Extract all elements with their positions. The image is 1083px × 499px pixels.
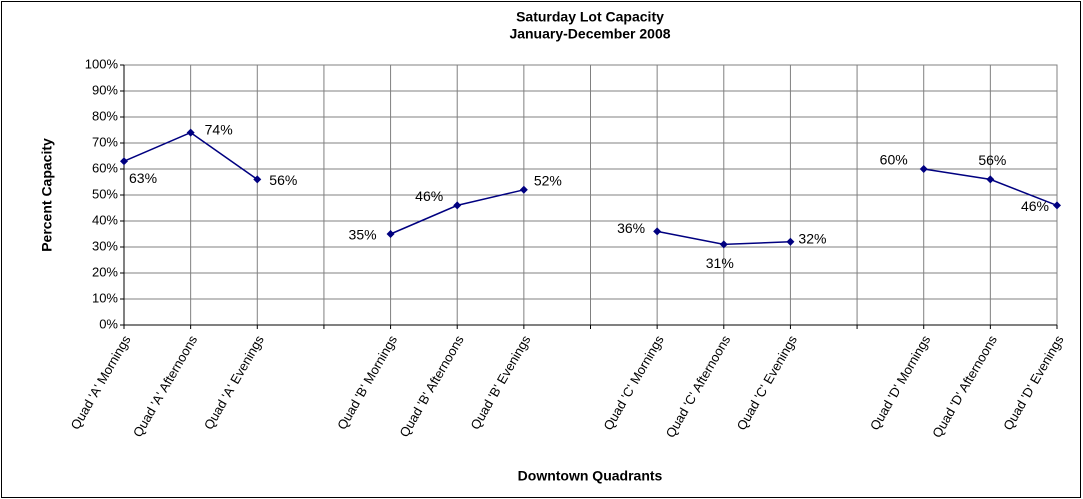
marker	[1053, 201, 1061, 210]
data-label: 36%	[617, 220, 645, 236]
marker	[120, 157, 128, 166]
marker	[919, 165, 928, 173]
x-axis-title: Downtown Quadrants	[518, 468, 663, 484]
marker	[986, 175, 995, 184]
data-label: 31%	[706, 255, 734, 271]
y-tick-label: 0%	[99, 316, 118, 331]
y-tick-label: 60%	[92, 160, 118, 175]
marker	[253, 175, 262, 184]
y-tick-label: 30%	[92, 238, 118, 253]
chart-subtitle: January-December 2008	[509, 26, 670, 42]
y-tick-label: 90%	[92, 82, 118, 97]
data-label: 35%	[349, 227, 377, 243]
data-label: 32%	[798, 231, 826, 247]
data-label: 60%	[880, 152, 908, 168]
y-tick-label: 80%	[92, 108, 118, 123]
data-label: 63%	[129, 170, 157, 186]
data-label: 46%	[1021, 198, 1049, 214]
data-label: 52%	[534, 173, 562, 189]
marker	[386, 230, 395, 238]
marker	[653, 227, 662, 236]
data-label: 56%	[978, 152, 1006, 168]
chart-title: Saturday Lot Capacity	[516, 9, 664, 25]
y-tick-label: 70%	[92, 134, 118, 149]
y-tick-label: 50%	[92, 186, 118, 201]
y-axis-title: Percent Capacity	[39, 138, 55, 252]
data-label: 56%	[269, 172, 297, 188]
y-tick-label: 10%	[92, 290, 118, 305]
marker	[519, 185, 528, 194]
marker	[719, 240, 728, 249]
marker	[453, 201, 462, 210]
y-tick-label: 20%	[92, 264, 118, 279]
y-tick-label: 100%	[85, 56, 119, 71]
data-label: 74%	[205, 121, 233, 137]
y-tick-label: 40%	[92, 212, 118, 227]
data-label: 46%	[415, 188, 443, 204]
marker	[786, 237, 795, 246]
marker	[186, 128, 195, 137]
